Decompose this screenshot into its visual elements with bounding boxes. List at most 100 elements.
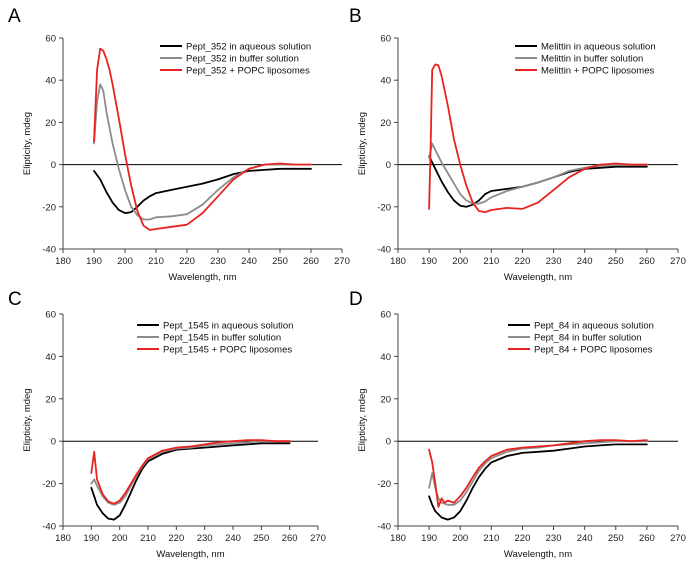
legend-label: Melittin in aqueous solution xyxy=(541,42,656,53)
x-axis-label: Wavelength, nm xyxy=(168,272,236,283)
y-tick-label: 60 xyxy=(380,310,391,321)
y-tick-label: -20 xyxy=(42,479,56,490)
panel-letter: A xyxy=(8,6,21,27)
x-tick-label: 260 xyxy=(303,256,319,267)
x-tick-label: 210 xyxy=(140,533,156,544)
panel-letter: C xyxy=(8,289,22,310)
x-tick-label: 230 xyxy=(197,533,213,544)
x-tick-label: 270 xyxy=(670,256,686,267)
x-tick-label: 260 xyxy=(639,256,655,267)
x-tick-label: 200 xyxy=(117,256,133,267)
panel-letter: B xyxy=(349,6,362,27)
x-axis-label: Wavelength, nm xyxy=(156,549,224,560)
y-tick-label: 60 xyxy=(380,34,391,45)
x-axis-label: Wavelength, nm xyxy=(504,272,572,283)
x-tick-label: 200 xyxy=(112,533,128,544)
legend-label: Pept_1545 in buffer solution xyxy=(163,333,281,344)
y-tick-label: 60 xyxy=(45,310,56,321)
x-tick-label: 200 xyxy=(452,256,468,267)
x-tick-label: 250 xyxy=(253,533,269,544)
series-line-buffer xyxy=(90,440,291,506)
x-tick-label: 190 xyxy=(421,533,437,544)
series-line-aqueous xyxy=(93,167,312,214)
x-tick-label: 270 xyxy=(670,533,686,544)
series-line-buffer xyxy=(428,142,648,205)
y-tick-label: 40 xyxy=(45,352,56,363)
x-tick-label: 230 xyxy=(546,256,562,267)
x-tick-label: 220 xyxy=(515,256,531,267)
y-tick-label: -40 xyxy=(42,522,56,533)
x-tick-label: 210 xyxy=(483,256,499,267)
x-tick-label: 250 xyxy=(608,533,624,544)
y-tick-label: 0 xyxy=(386,160,391,171)
legend-label: Melittin in buffer solution xyxy=(541,54,643,65)
x-tick-label: 190 xyxy=(421,256,437,267)
panel-letter: D xyxy=(349,289,363,310)
y-tick-label: 20 xyxy=(45,394,56,405)
y-tick-label: 20 xyxy=(380,394,391,405)
series-line-popc xyxy=(428,63,648,213)
x-tick-label: 180 xyxy=(390,256,406,267)
series-line-popc xyxy=(428,439,648,508)
legend-label: Pept_84 in buffer solution xyxy=(534,333,642,344)
x-tick-label: 180 xyxy=(55,533,71,544)
x-tick-label: 250 xyxy=(272,256,288,267)
x-tick-label: 240 xyxy=(225,533,241,544)
x-tick-label: 260 xyxy=(282,533,298,544)
legend-label: Pept_84 in aqueous solution xyxy=(534,321,654,332)
x-tick-label: 240 xyxy=(241,256,257,267)
x-tick-label: 270 xyxy=(310,533,326,544)
y-tick-label: 0 xyxy=(51,160,56,171)
legend-label: Pept_84 + POPC liposomes xyxy=(534,345,653,356)
x-tick-label: 220 xyxy=(515,533,531,544)
x-tick-label: 240 xyxy=(577,533,593,544)
legend-label: Pept_1545 in aqueous solution xyxy=(163,321,293,332)
panel-a: A 180 190 200 210 220 230 240 250 260 270 -40 -20 0 20… xyxy=(8,6,350,283)
x-tick-label: 230 xyxy=(546,533,562,544)
panel-d: D 180 190 200 210 220 230 240 250 260 270 -40 -20 0 20… xyxy=(349,289,686,560)
y-tick-label: 0 xyxy=(51,437,56,448)
x-tick-label: 190 xyxy=(86,256,102,267)
panel-b: B 180 190 200 210 220 230 240 250 260 270 -40 -20 0 20… xyxy=(349,6,686,283)
x-tick-label: 260 xyxy=(639,533,655,544)
y-tick-label: -40 xyxy=(377,245,391,256)
series-line-buffer xyxy=(93,83,312,221)
x-tick-label: 180 xyxy=(55,256,71,267)
series-line-popc xyxy=(93,47,312,231)
y-axis-label: Elipticity, mdeg xyxy=(357,112,368,175)
x-tick-label: 250 xyxy=(608,256,624,267)
series-line-aqueous xyxy=(90,442,291,521)
x-tick-label: 180 xyxy=(390,533,406,544)
y-axis-label: Elipticity, mdeg xyxy=(357,388,368,451)
x-tick-label: 210 xyxy=(483,533,499,544)
y-tick-label: -20 xyxy=(377,202,391,213)
y-tick-label: 20 xyxy=(45,118,56,129)
y-tick-label: -40 xyxy=(377,522,391,533)
y-axis-label: Elipticity, mdeg xyxy=(22,388,33,451)
x-tick-label: 230 xyxy=(210,256,226,267)
x-tick-label: 210 xyxy=(148,256,164,267)
y-tick-label: 40 xyxy=(380,76,391,87)
legend-label: Pept_352 in aqueous solution xyxy=(186,42,311,53)
y-tick-label: -20 xyxy=(42,202,56,213)
y-tick-label: 60 xyxy=(45,34,56,45)
x-tick-label: 240 xyxy=(577,256,593,267)
series-line-aqueous xyxy=(428,443,648,521)
y-tick-label: -20 xyxy=(377,479,391,490)
x-tick-label: 200 xyxy=(452,533,468,544)
legend-label: Pept_352 in buffer solution xyxy=(186,54,299,65)
y-tick-label: 0 xyxy=(386,437,391,448)
legend-label: Pept_352 + POPC liposomes xyxy=(186,66,310,77)
x-axis-label: Wavelength, nm xyxy=(504,549,572,560)
x-tick-label: 220 xyxy=(168,533,184,544)
panel-c: C 180 190 200 210 220 230 240 250 260 270 -40 -20 0 20… xyxy=(8,289,326,560)
legend-label: Melittin + POPC liposomes xyxy=(541,66,654,77)
x-tick-label: 220 xyxy=(179,256,195,267)
y-tick-label: 40 xyxy=(380,352,391,363)
series-line-aqueous xyxy=(428,155,648,208)
